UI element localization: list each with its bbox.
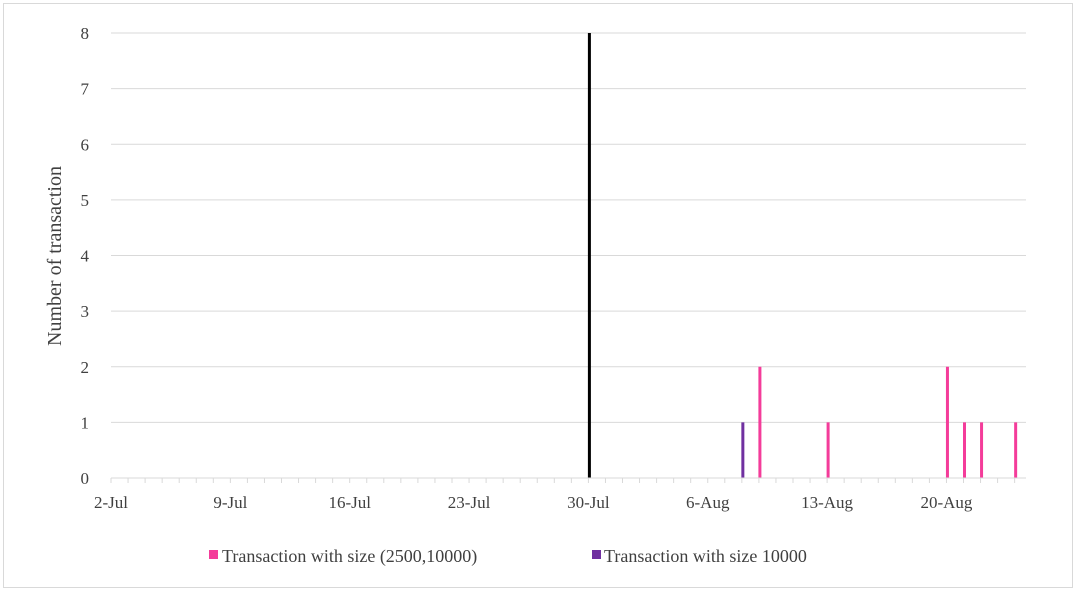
x-tick-label: 13-Aug [801, 493, 853, 512]
gridlines [111, 32, 1026, 423]
bar [980, 422, 984, 478]
legend-swatch [209, 550, 218, 559]
legend-label: Transaction with size (2500,10000) [222, 546, 477, 567]
y-tick-label: 3 [81, 302, 90, 321]
x-axis [110, 477, 1026, 483]
x-tick-label: 23-Jul [448, 493, 491, 512]
y-tick-label: 7 [81, 80, 90, 99]
x-tick-labels: 2-Jul 9-Jul 16-Jul 23-Jul 30-Jul 6-Aug 13-Aug 2… [94, 493, 973, 512]
y-tick-label: 8 [81, 24, 90, 43]
bars [587, 33, 1018, 478]
bar [758, 366, 762, 478]
legend-swatch [592, 550, 601, 559]
y-tick-label: 2 [81, 358, 90, 377]
bar [587, 33, 591, 478]
x-tick-label: 6-Aug [686, 493, 730, 512]
legend-label: Transaction with size 10000 [604, 546, 807, 566]
bar [1014, 422, 1018, 478]
y-axis-title: Number of transaction [44, 166, 66, 346]
y-tick-label: 0 [81, 469, 90, 488]
x-tick-label: 2-Jul [94, 493, 128, 512]
x-tick-label: 9-Jul [213, 493, 247, 512]
y-axis: 0 1 2 3 4 5 6 7 8 [81, 24, 90, 488]
x-tick-label: 30-Jul [567, 493, 610, 512]
chart-frame [3, 3, 1073, 588]
bar [741, 422, 745, 478]
x-tick-label: 16-Jul [328, 493, 371, 512]
legend: Transaction with size (2500,10000) Transa… [209, 546, 807, 567]
y-tick-label: 6 [81, 135, 90, 154]
x-tick-label: 20-Aug [920, 493, 972, 512]
bar [945, 366, 949, 478]
y-tick-label: 4 [81, 247, 90, 266]
bar [963, 422, 966, 478]
y-tick-label: 5 [81, 191, 90, 210]
bar [826, 422, 830, 478]
y-tick-label: 1 [81, 413, 90, 432]
